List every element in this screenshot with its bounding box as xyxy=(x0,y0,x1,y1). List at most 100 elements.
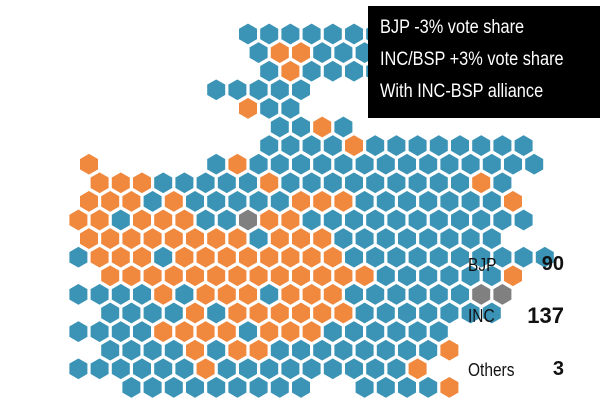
hex-seat-inc xyxy=(460,226,481,251)
hex-seat-inc xyxy=(301,21,322,47)
scenario-legend-box: BJP -3% vote share INC/BSP +3% vote shar… xyxy=(368,6,600,118)
hex-seat-inc xyxy=(386,170,407,195)
hex-seat-bjp xyxy=(269,40,291,65)
hex-seat-bjp xyxy=(163,226,185,251)
hex-seat-inc xyxy=(375,152,397,177)
hex-seat-bjp xyxy=(152,207,174,233)
hex-seat-inc xyxy=(449,245,471,270)
hex-seat-bjp xyxy=(269,226,291,251)
hex-seat-inc xyxy=(280,356,301,381)
hex-seat-inc xyxy=(248,77,269,102)
hex-seat-inc xyxy=(428,245,450,270)
hex-seat-inc xyxy=(205,152,227,177)
hex-seat-inc xyxy=(322,21,344,47)
hex-seat-bjp xyxy=(216,245,238,270)
hex-seat-bjp xyxy=(333,263,354,288)
hex-seat-others xyxy=(237,207,259,233)
hex-seat-inc xyxy=(364,319,386,344)
hex-seat-bjp xyxy=(333,189,354,214)
tally-party-label: BJP xyxy=(468,255,497,275)
hex-seat-bjp xyxy=(205,263,227,288)
hex-seat-bjp xyxy=(322,282,344,307)
hex-seat-inc xyxy=(99,338,121,363)
hex-seat-inc xyxy=(322,59,344,84)
tally-party-label: Others xyxy=(468,360,515,380)
hex-seat-bjp xyxy=(205,226,227,251)
hex-seat-bjp xyxy=(290,226,312,251)
hex-seat-bjp xyxy=(99,263,121,288)
hex-seat-inc xyxy=(417,152,439,177)
hex-seat-inc xyxy=(248,375,269,400)
hex-seat-inc xyxy=(152,170,174,195)
hex-seat-bjp xyxy=(184,226,206,251)
hex-seat-inc xyxy=(142,189,164,214)
hex-seat-inc xyxy=(216,170,238,195)
hex-seat-inc xyxy=(417,338,439,363)
hex-seat-inc xyxy=(205,300,227,326)
hex-seat-inc xyxy=(428,319,450,344)
hex-seat-bjp xyxy=(89,245,111,270)
hex-seat-inc xyxy=(248,40,269,65)
hex-seat-inc xyxy=(142,338,164,363)
hex-seat-inc xyxy=(364,170,386,195)
hex-seat-inc xyxy=(386,282,407,307)
hex-seat-inc xyxy=(226,189,248,214)
hex-seat-inc xyxy=(280,21,301,47)
hex-seat-bjp xyxy=(78,189,100,214)
hex-seat-inc xyxy=(375,263,397,288)
hex-seat-inc xyxy=(258,282,280,307)
hex-seat-inc xyxy=(163,338,185,363)
hex-seat-inc xyxy=(375,375,397,400)
hex-seat-inc xyxy=(386,207,407,233)
hex-seat-inc xyxy=(354,300,375,326)
hex-seat-bjp xyxy=(322,245,344,270)
hex-seat-inc xyxy=(226,375,248,400)
hex-seat-inc xyxy=(333,338,354,363)
hex-seat-bjp xyxy=(439,375,460,400)
hex-seat-inc xyxy=(396,152,418,177)
hex-seat-inc xyxy=(163,375,185,400)
hex-seat-inc xyxy=(513,245,534,270)
hex-seat-bjp xyxy=(237,96,259,121)
hex-seat-inc xyxy=(248,226,269,251)
hex-seat-inc xyxy=(417,189,439,214)
hex-seat-inc xyxy=(205,77,227,102)
hex-seat-inc xyxy=(343,282,365,307)
hex-seat-inc xyxy=(142,300,164,326)
hex-seat-inc xyxy=(184,375,206,400)
hex-seat-bjp xyxy=(195,245,217,270)
hex-seat-bjp xyxy=(237,282,259,307)
hex-seat-inc xyxy=(322,170,344,195)
hex-seat-inc xyxy=(460,152,481,177)
hex-seat-inc xyxy=(534,245,556,270)
hex-seat-inc xyxy=(258,356,280,381)
hex-seat-bjp xyxy=(216,319,238,344)
hex-seat-inc xyxy=(237,319,259,344)
hex-seat-inc xyxy=(280,133,301,158)
hex-seat-bjp xyxy=(301,245,322,270)
hex-seat-inc xyxy=(417,263,439,288)
hex-seat-inc xyxy=(184,189,206,214)
hex-seat-inc xyxy=(492,133,513,158)
hex-seat-inc xyxy=(173,356,195,381)
hex-seat-inc xyxy=(386,356,407,381)
hex-seat-bjp xyxy=(311,114,333,140)
hex-seat-inc xyxy=(375,189,397,214)
hex-seat-bjp xyxy=(311,263,333,288)
hex-seat-bjp xyxy=(163,189,185,214)
hex-seat-bjp xyxy=(131,207,153,233)
hex-seat-inc xyxy=(131,356,153,381)
hex-seat-inc xyxy=(280,170,301,195)
hex-seat-inc xyxy=(195,207,217,233)
hex-seat-inc xyxy=(375,226,397,251)
hex-seat-inc xyxy=(205,189,227,214)
hex-seat-inc xyxy=(311,338,333,363)
hex-seat-inc xyxy=(396,189,418,214)
hex-seat-inc xyxy=(460,263,481,288)
hex-seat-bjp xyxy=(311,189,333,214)
hex-seat-bjp xyxy=(258,245,280,270)
hex-seat-inc xyxy=(237,21,259,47)
hex-seat-inc xyxy=(439,152,460,177)
hex-seat-bjp xyxy=(173,319,195,344)
